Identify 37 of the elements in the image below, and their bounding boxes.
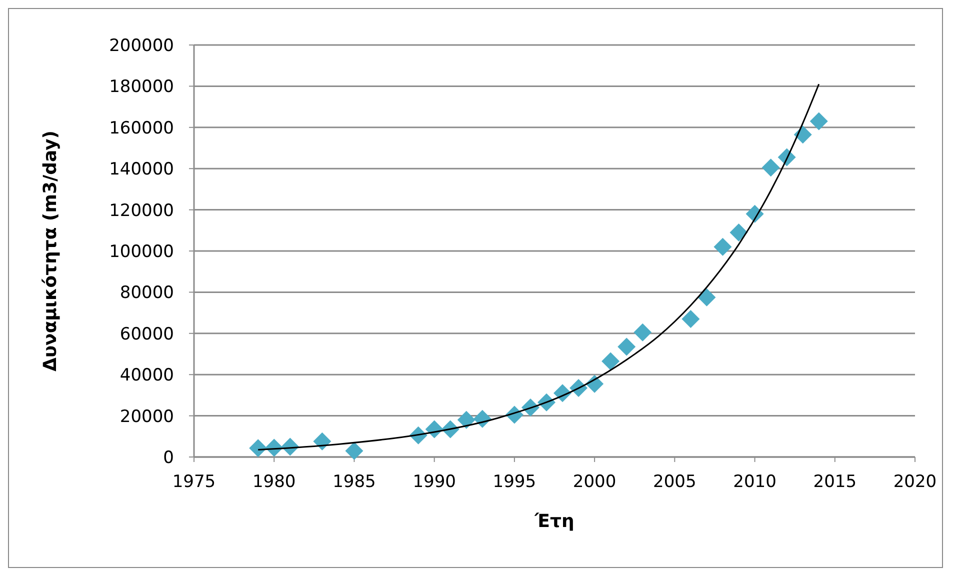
y-tick-label: 80000 [120, 283, 174, 304]
point [698, 288, 716, 306]
x-axis-title: Έτη [534, 511, 574, 532]
x-tick-label: 1975 [172, 472, 216, 492]
y-tick-label: 40000 [120, 366, 174, 386]
y-tick-label: 0 [163, 448, 174, 468]
x-tick-label: 1990 [412, 472, 456, 492]
y-tick-label: 100000 [109, 242, 174, 262]
y-tick-label: 120000 [109, 200, 174, 221]
point [634, 323, 652, 342]
x-tick-label: 2005 [653, 472, 696, 492]
point [762, 158, 780, 177]
x-tick-label: 2010 [733, 472, 776, 492]
x-tick-label: 2015 [813, 472, 857, 492]
point [457, 410, 476, 429]
x-tick-label: 1985 [332, 472, 376, 492]
y-tick-label: 180000 [109, 77, 174, 98]
y-tick-label: 200000 [109, 36, 174, 56]
y-tick-label: 20000 [120, 406, 174, 427]
point [249, 439, 268, 458]
point [618, 338, 636, 356]
point [794, 126, 812, 144]
point [313, 432, 332, 450]
x-tick-label: 2020 [893, 472, 937, 492]
point [810, 112, 828, 130]
y-tick-label: 60000 [120, 324, 174, 344]
y-tick-label: 140000 [109, 160, 174, 180]
point [345, 442, 364, 460]
point [682, 310, 700, 328]
y-tick-label: 160000 [109, 118, 174, 138]
point [730, 223, 748, 242]
point [714, 238, 732, 256]
x-tick-label: 1995 [492, 472, 536, 492]
x-tick-label: 2000 [572, 472, 616, 492]
point [602, 352, 620, 370]
x-tick-label: 1980 [252, 472, 296, 492]
y-axis-title: Δυναμικότητα (m3/day) [40, 130, 61, 372]
